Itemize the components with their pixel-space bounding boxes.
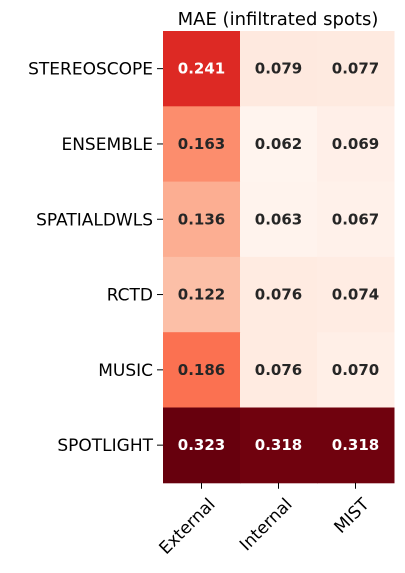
row-label: RCTD — [107, 286, 153, 306]
row-label: STEREOSCOPE — [28, 60, 153, 80]
cell-value-label: 0.318 — [332, 436, 379, 454]
cell-value-label: 0.318 — [255, 436, 302, 454]
heatmap-cell — [317, 407, 395, 484]
cell-value-label: 0.241 — [178, 60, 225, 78]
cell-value-label: 0.070 — [332, 361, 379, 379]
row-label: SPOTLIGHT — [57, 436, 153, 456]
cell-value-label: 0.076 — [255, 286, 302, 304]
heatmap-cell — [163, 256, 241, 333]
row-label: ENSEMBLE — [61, 135, 153, 155]
cell-value-label: 0.077 — [332, 60, 379, 78]
heatmap-cell — [240, 106, 318, 183]
cell-value-label: 0.069 — [332, 135, 379, 153]
row-label: SPATIALDWLS — [36, 210, 153, 230]
chart-title: MAE (infiltrated spots) — [178, 9, 379, 30]
cell-value-label: 0.122 — [178, 286, 225, 304]
cell-value-label: 0.074 — [332, 286, 379, 304]
heatmap-cell — [317, 31, 395, 107]
heatmap-cell — [240, 256, 318, 333]
column-labels: External Internal MIST — [155, 482, 374, 559]
heatmap-cell — [240, 407, 318, 484]
cell-value-label: 0.076 — [255, 361, 302, 379]
heatmap-cell — [240, 181, 318, 258]
heatmap-cell — [163, 106, 241, 183]
row-labels: STEREOSCOPE ENSEMBLE SPATIALDWLS RCTD MUSIC S… — [28, 60, 163, 456]
cell-value-label: 0.062 — [255, 135, 302, 153]
cell-value-label: 0.186 — [178, 361, 225, 379]
heatmap-cell — [240, 332, 318, 408]
cell-value-label: 0.136 — [178, 210, 225, 228]
heatmap-cell — [317, 332, 395, 408]
cell-value-label: 0.063 — [255, 210, 302, 228]
cell-value-label: 0.163 — [178, 135, 225, 153]
heatmap-cell — [163, 31, 241, 107]
column-label: Internal — [236, 495, 296, 555]
row-label: MUSIC — [98, 361, 153, 381]
heatmap-cell — [163, 181, 241, 258]
cell-value-label: 0.079 — [255, 60, 302, 78]
heatmap-cells: 0.241 0.079 0.077 0.163 0.062 0.069 0.136 0.063… — [163, 31, 395, 484]
column-label: External — [155, 495, 219, 559]
heatmap-cell — [163, 407, 241, 484]
cell-value-label: 0.067 — [332, 210, 379, 228]
heatmap-cell — [240, 31, 318, 107]
column-label: MIST — [330, 494, 373, 537]
heatmap-cell — [317, 181, 395, 258]
heatmap-cell — [317, 256, 395, 333]
heatmap-cell — [317, 106, 395, 183]
heatmap-cell — [163, 332, 241, 408]
cell-value-label: 0.323 — [178, 436, 225, 454]
